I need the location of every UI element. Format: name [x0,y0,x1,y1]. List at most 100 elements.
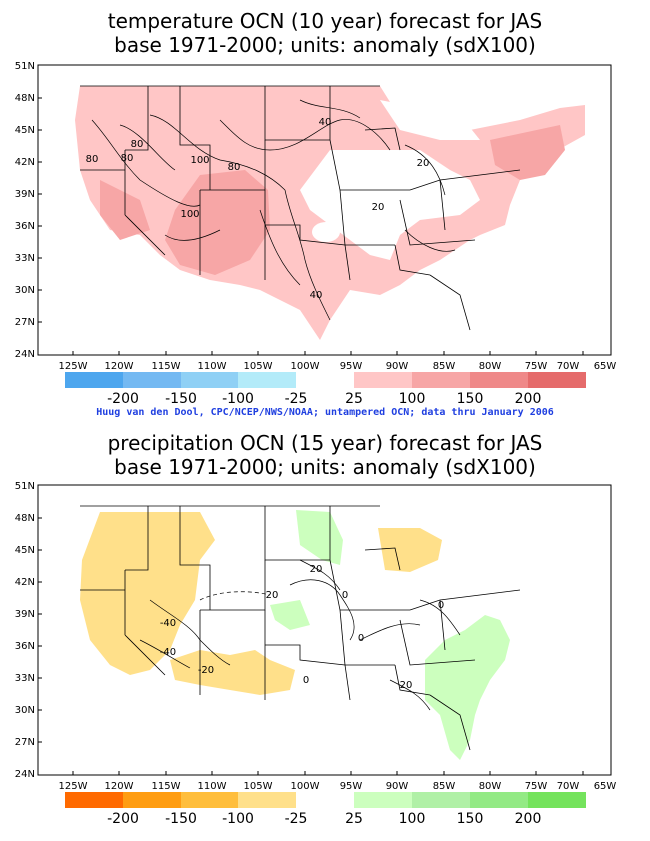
neutral-region-east [380,100,480,140]
white-hole-texas [312,222,340,242]
dry-anomaly-region [80,512,215,675]
legend-swatch [65,372,123,388]
wet-anomaly-plains [270,600,310,630]
lon-label: 110W [198,781,227,792]
contour-label: 100 [180,209,199,220]
legend-swatch [470,372,528,388]
legend-swatch [181,372,238,388]
lon-label: 115W [152,781,181,792]
lon-label: 70W [557,781,580,792]
lon-label: 65W [594,361,617,372]
legend-label: -100 [222,811,254,827]
legend-swatch [528,372,586,388]
lat-label: 36N [15,221,35,232]
lon-label: 125W [59,781,88,792]
contour-label: 20 [400,680,413,691]
legend-label: 25 [345,811,363,827]
legend-label: -150 [165,811,197,827]
contour-label: -20 [198,665,214,676]
contour-label: 40 [319,117,332,128]
lon-label: 95W [340,361,363,372]
precipitation-legend [65,792,586,808]
lon-label: 105W [244,781,273,792]
legend-label: 200 [515,811,542,827]
contour-label: 0 [438,600,444,611]
contour-label: 20 [310,564,323,575]
contour-label: 80 [131,139,144,150]
lon-label: 110W [198,361,227,372]
contour-label: 80 [86,154,99,165]
lon-label: 120W [105,781,134,792]
legend-swatch [412,792,470,808]
lon-label: 105W [244,361,273,372]
wet-anomaly-north [296,510,343,565]
legend-label: -150 [165,391,197,407]
lon-label: 85W [433,361,456,372]
legend-swatch [238,792,296,808]
lon-label: 100W [291,361,320,372]
moderate-warm-northeast [490,125,565,180]
legend-swatch [470,792,528,808]
contour-label: -40 [160,618,176,629]
lat-label: 45N [15,545,35,556]
lat-label: 36N [15,641,35,652]
legend-label: 100 [399,811,426,827]
legend-label: -100 [222,391,254,407]
lat-label: 42N [15,577,35,588]
lat-label: 33N [15,673,35,684]
lat-label: 48N [15,93,35,104]
legend-swatch [528,792,586,808]
lon-label: 120W [105,361,134,372]
legend-label: -200 [107,391,139,407]
temperature-title-line1: temperature OCN (10 year) forecast for J… [107,9,543,33]
lon-label: 125W [59,361,88,372]
lat-label: 42N [15,157,35,168]
lon-label: 70W [557,361,580,372]
legend-swatch [181,792,238,808]
lon-label: 115W [152,361,181,372]
contour-label: 0 [358,633,364,644]
lat-label: 24N [15,349,35,360]
lat-label: 27N [15,317,35,328]
lat-label: 48N [15,513,35,524]
lon-label: 85W [433,781,456,792]
contour-label: 40 [310,290,323,301]
contour-label: 0 [342,590,348,601]
lon-label: 90W [386,781,409,792]
lat-label: 39N [15,189,35,200]
precipitation-title-line2: base 1971-2000; units: anomaly (sdX100) [114,455,536,479]
dry-anomaly-southwest [170,650,295,695]
legend-swatch [238,372,296,388]
lon-label: 100W [291,781,320,792]
lat-label: 39N [15,609,35,620]
lon-label: 95W [340,781,363,792]
contour-label: 80 [121,153,134,164]
contour-label: 20 [372,202,385,213]
legend-swatch [65,792,123,808]
lat-label: 30N [15,705,35,716]
contour-label: 0 [303,675,309,686]
legend-label: 200 [515,391,542,407]
dry-anomaly-great-lakes [378,528,442,572]
contour-label: -40 [160,647,176,658]
cool-neutral-region [300,150,480,260]
legend-label: 25 [345,391,363,407]
lon-label: 65W [594,781,617,792]
legend-swatch [412,372,470,388]
temperature-title-line2: base 1971-2000; units: anomaly (sdX100) [114,33,536,57]
lon-label: 80W [479,361,502,372]
legend-swatch [123,792,181,808]
lon-label: 75W [525,361,548,372]
precipitation-title-line1: precipitation OCN (15 year) forecast for… [107,431,543,455]
lat-label: 45N [15,125,35,136]
contour-label: 100 [190,155,209,166]
moderate-warm-region [165,170,270,275]
temperature-legend [65,372,586,388]
legend-label: 100 [399,391,426,407]
legend-swatch [354,792,412,808]
legend-label: -200 [107,811,139,827]
credit-line: Huug van den Dool, CPC/NCEP/NWS/NOAA; un… [96,407,554,418]
lat-label: 51N [15,61,35,72]
legend-label: -25 [285,391,308,407]
